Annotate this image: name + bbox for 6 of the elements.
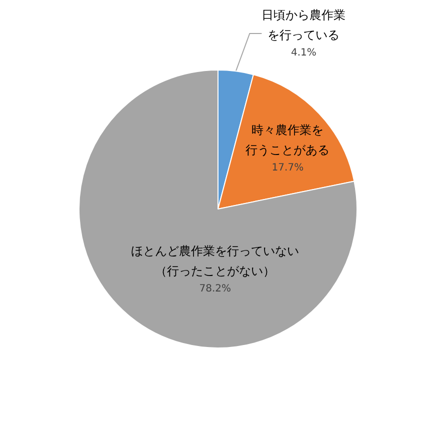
slice-label: 時々農作業を行うことがある bbox=[246, 123, 330, 158]
slice-label: 日頃から農作業を行っている bbox=[262, 8, 346, 42]
data-label: 17.7% bbox=[272, 162, 304, 174]
data-label: 78.2% bbox=[199, 284, 232, 295]
slice-label: ほとんど農作業を行っていない（行ったことがない） bbox=[131, 244, 300, 278]
data-label: 4.1% bbox=[290, 48, 316, 58]
